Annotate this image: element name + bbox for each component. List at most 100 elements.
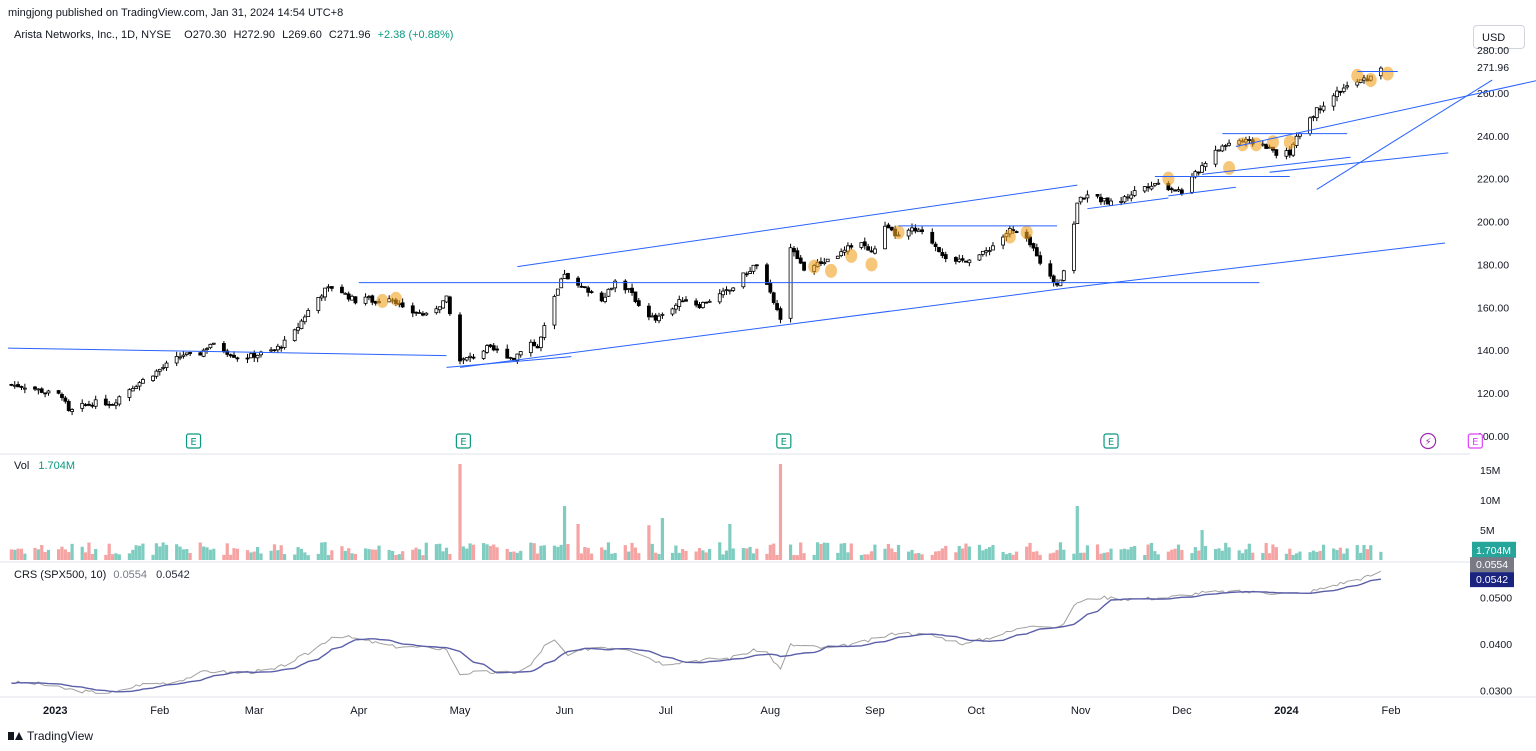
candle-body bbox=[400, 302, 405, 308]
candle-body bbox=[835, 255, 840, 259]
volume-bar bbox=[350, 553, 354, 560]
crs-label: CRS (SPX500, 10) bbox=[14, 569, 107, 581]
volume-bar bbox=[492, 544, 496, 560]
volume-bar bbox=[320, 542, 324, 560]
volume-bar bbox=[1318, 550, 1322, 560]
candle-body bbox=[83, 404, 88, 406]
candle-body bbox=[1217, 149, 1221, 152]
candle-body bbox=[704, 301, 709, 304]
volume-bar bbox=[323, 542, 327, 560]
candle-body bbox=[1132, 190, 1137, 196]
candle-body bbox=[552, 296, 557, 326]
volume-legend: Vol 1.704M bbox=[14, 460, 75, 472]
volume-bar bbox=[1264, 543, 1268, 560]
candle-body bbox=[964, 260, 968, 263]
volume-bar bbox=[1008, 552, 1012, 560]
candle-body bbox=[1061, 270, 1066, 281]
candle-body bbox=[444, 295, 449, 303]
candle-body bbox=[1125, 196, 1130, 199]
volume-bar bbox=[127, 553, 132, 560]
candle-body bbox=[505, 348, 510, 359]
candle-body bbox=[1122, 196, 1127, 203]
symbol-title[interactable]: Arista Networks, Inc., 1D, NYSE bbox=[14, 29, 172, 41]
volume-bar bbox=[269, 550, 273, 560]
earnings-marker-label: E bbox=[1108, 437, 1114, 448]
volume-bar bbox=[920, 554, 924, 560]
volume-bar bbox=[893, 552, 897, 560]
candle-body bbox=[12, 384, 17, 387]
volume-bar bbox=[633, 547, 638, 560]
volume-bar bbox=[208, 549, 212, 560]
candle-body bbox=[1173, 189, 1178, 192]
volume-bar bbox=[178, 546, 182, 560]
volume-bar bbox=[158, 546, 162, 560]
volume-bar bbox=[316, 553, 320, 560]
volume-bar bbox=[401, 551, 405, 560]
candle-body bbox=[306, 310, 311, 317]
volume-bar bbox=[839, 543, 843, 560]
candle-body bbox=[1055, 282, 1059, 286]
candle-body bbox=[1287, 149, 1292, 156]
volume-bar bbox=[768, 544, 772, 560]
volume-bar bbox=[917, 552, 921, 560]
candle-body bbox=[232, 354, 236, 358]
volume-bar bbox=[482, 543, 486, 560]
highlight-marker bbox=[1381, 66, 1394, 81]
crs-value-2: 0.0542 bbox=[156, 569, 190, 581]
volume-bar bbox=[438, 543, 442, 560]
volume-bar bbox=[347, 548, 351, 560]
volume-bar bbox=[778, 464, 783, 560]
currency-selector[interactable]: USD bbox=[1473, 25, 1525, 49]
volume-bar bbox=[539, 545, 543, 560]
crs-tick-label: 0.0300 bbox=[1480, 686, 1512, 698]
candle-body bbox=[326, 286, 331, 289]
highlight-marker bbox=[1351, 68, 1364, 83]
volume-bar bbox=[293, 554, 297, 560]
volume-bar bbox=[1166, 551, 1170, 560]
volume-bar bbox=[13, 549, 17, 560]
candle-body bbox=[228, 354, 233, 357]
trendline bbox=[1235, 80, 1536, 147]
candle-body bbox=[694, 300, 699, 306]
candle-body bbox=[940, 252, 945, 257]
candle-body bbox=[269, 349, 274, 352]
volume-bar bbox=[1082, 552, 1086, 560]
candle-body bbox=[329, 286, 334, 289]
volume-bar bbox=[724, 550, 729, 560]
volume-bar bbox=[465, 548, 469, 560]
candle-body bbox=[984, 250, 989, 253]
volume-bar bbox=[434, 544, 438, 560]
candle-body bbox=[367, 296, 371, 298]
highlight-marker bbox=[1162, 171, 1175, 186]
candle-body bbox=[677, 299, 682, 307]
volume-bar bbox=[552, 545, 557, 560]
volume-bar bbox=[745, 548, 749, 560]
volume-bar bbox=[70, 543, 74, 560]
volume-bar bbox=[1143, 555, 1147, 560]
candle-body bbox=[673, 304, 678, 310]
footer-brand: TradingView bbox=[8, 729, 93, 743]
volume-bar bbox=[589, 553, 594, 560]
volume-bar bbox=[141, 543, 145, 560]
volume-bar bbox=[1267, 553, 1272, 560]
candle-body bbox=[488, 344, 493, 347]
crs-average-line bbox=[11, 578, 1381, 693]
volume-bar bbox=[890, 548, 894, 560]
volume-bar bbox=[1379, 551, 1383, 560]
candle-body bbox=[39, 388, 44, 393]
trendline bbox=[517, 184, 1078, 268]
candle-body bbox=[680, 300, 685, 303]
volume-bar bbox=[842, 543, 847, 560]
candle-body bbox=[9, 383, 14, 386]
trendline bbox=[1202, 156, 1351, 175]
volume-bar bbox=[1146, 544, 1150, 560]
volume-bar bbox=[799, 542, 803, 560]
trendline bbox=[1168, 186, 1236, 197]
volume-bar bbox=[1244, 549, 1248, 560]
earnings-marker-label: E bbox=[781, 437, 787, 448]
volume-bar bbox=[1362, 544, 1366, 560]
volume-bar bbox=[987, 547, 992, 560]
candle-body bbox=[724, 289, 729, 292]
volume-bar bbox=[394, 554, 398, 560]
